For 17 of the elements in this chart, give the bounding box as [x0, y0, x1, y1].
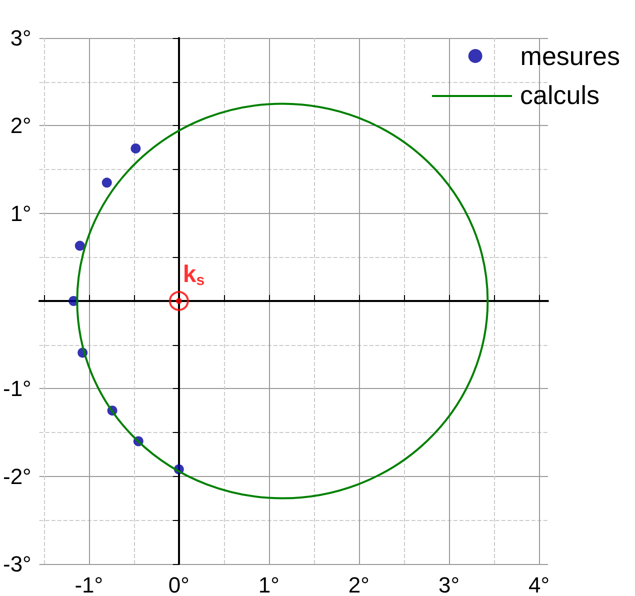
y-tick-label: -3° [3, 552, 32, 576]
point [74, 240, 85, 251]
y-tick-label: 3° [10, 26, 32, 50]
x-tick-label: 4° [528, 572, 550, 596]
point [130, 143, 141, 154]
annotation: calculs [520, 80, 600, 111]
y-tick-label: -1° [3, 376, 32, 402]
y-tick-label: 2° [10, 113, 32, 138]
x-tick-label: 3° [438, 572, 460, 596]
x-tick-label: -1° [74, 572, 104, 596]
x-tick-label: 0° [168, 572, 190, 596]
x-tick-label: 2° [348, 572, 370, 596]
x-tick-label: 1° [258, 572, 280, 596]
point [102, 178, 112, 188]
legend-label: mesures [520, 41, 620, 71]
y-tick-label: -2° [3, 464, 32, 489]
y-tick-label: 1° [10, 200, 32, 226]
